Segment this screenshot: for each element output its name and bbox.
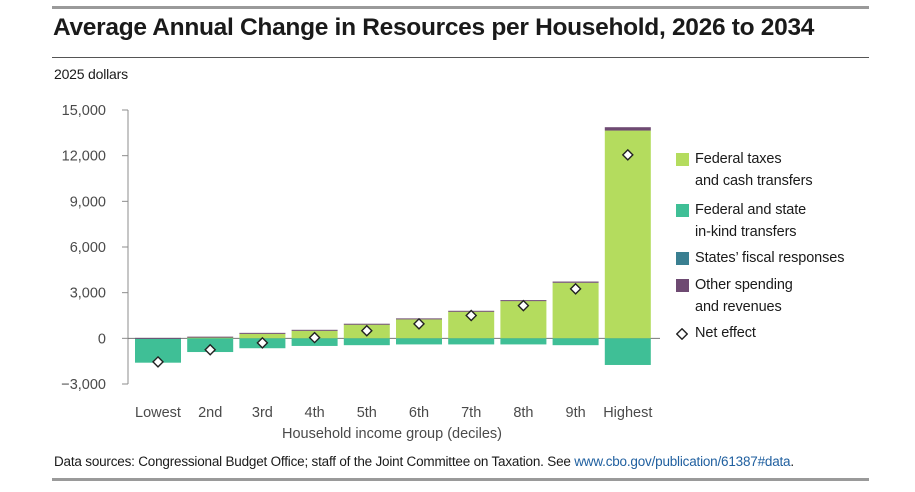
legend-label-in-kind: Federal and state in-kind transfers	[695, 202, 807, 240]
bar-in-kind	[500, 338, 547, 345]
legend-label-other: Other spending and revenues	[695, 277, 793, 315]
bar-other	[291, 329, 338, 331]
bar-federal-taxes	[604, 130, 651, 339]
bar-in-kind	[448, 338, 495, 345]
net-effect-marker	[308, 331, 321, 344]
x-tick-label: Lowest	[135, 405, 181, 421]
x-tick-label: Highest	[603, 405, 652, 421]
top-rule	[52, 6, 869, 9]
net-effect-marker	[413, 317, 425, 330]
x-axis-label: Household income group (deciles)	[282, 426, 502, 442]
legend-swatch-states	[676, 252, 689, 265]
axis-layer: −3,000 0 3,000 6,000 9,000 12,000 15,000 Lowest…	[61, 103, 660, 421]
bar-in-kind	[552, 338, 599, 346]
legend-label-federal-taxes: Federal taxes and cash transfers	[695, 151, 813, 189]
legend-swatch-other	[676, 279, 689, 292]
x-tick-label: 9th	[566, 405, 586, 421]
legend-swatch-federal-taxes	[676, 153, 689, 166]
y-tick-label: 0	[98, 331, 106, 347]
net-effect-layer	[152, 148, 634, 368]
net-effect-marker	[465, 309, 478, 322]
legend-item-in-kind: Federal and state in-kind transfers	[676, 201, 806, 243]
y-tick-label: 3,000	[70, 286, 106, 302]
bar-other	[135, 337, 181, 339]
bar-other	[187, 336, 234, 338]
y-tick-label: 12,000	[62, 149, 106, 165]
source-text: Data sources: Congressional Budget Offic…	[54, 454, 575, 469]
x-tick-label: 8th	[513, 405, 533, 421]
title-rule	[52, 57, 869, 58]
net-effect-marker	[204, 343, 217, 356]
x-tick-label: 3rd	[252, 405, 273, 421]
legend-item-states: States’ fiscal responses	[676, 249, 844, 269]
data-source-note: Data sources: Congressional Budget Offic…	[54, 454, 794, 469]
net-effect-marker	[152, 355, 164, 368]
y-tick-label: 9,000	[70, 194, 106, 210]
bar-other	[343, 323, 390, 325]
y-tick-label: 6,000	[70, 240, 106, 256]
chart-title: Average Annual Change in Resources per H…	[53, 14, 815, 41]
x-tick-label: 5th	[357, 405, 377, 421]
net-effect-marker	[569, 282, 582, 295]
y-tick-label: −3,000	[61, 377, 106, 393]
legend-swatch-in-kind	[676, 204, 689, 217]
legend-label-net-effect: Net effect	[695, 325, 756, 341]
bottom-rule	[52, 478, 869, 481]
y-tick-label: 15,000	[62, 103, 106, 119]
net-effect-marker	[517, 299, 530, 312]
bars-layer	[135, 127, 651, 365]
net-effect-marker	[621, 148, 634, 161]
x-tick-label: 6th	[409, 405, 429, 421]
legend-item-federal-taxes: Federal taxes and cash transfers	[676, 150, 813, 192]
bar-other	[239, 332, 286, 334]
units-label: 2025 dollars	[54, 66, 128, 82]
legend-item-other: Other spending and revenues	[676, 276, 793, 318]
net-effect-marker	[360, 324, 373, 337]
bar-in-kind	[604, 338, 651, 365]
legend-label-states: States’ fiscal responses	[695, 250, 845, 266]
legend-item-net-effect: Net effect	[676, 324, 756, 344]
x-tick-label: 2nd	[198, 405, 222, 421]
bar-other	[552, 281, 599, 283]
x-tick-label: 4th	[305, 405, 325, 421]
bar-in-kind	[396, 338, 442, 345]
net-effect-marker	[256, 336, 269, 349]
x-tick-label: 7th	[461, 405, 481, 421]
source-link[interactable]: www.cbo.gov/publication/61387#data	[574, 454, 791, 469]
diamond-icon	[676, 328, 688, 340]
bar-federal-taxes	[239, 333, 286, 339]
source-end: .	[790, 454, 794, 469]
bar-other	[604, 127, 651, 131]
bar-in-kind	[343, 338, 390, 346]
bar-federal-taxes	[187, 337, 234, 339]
